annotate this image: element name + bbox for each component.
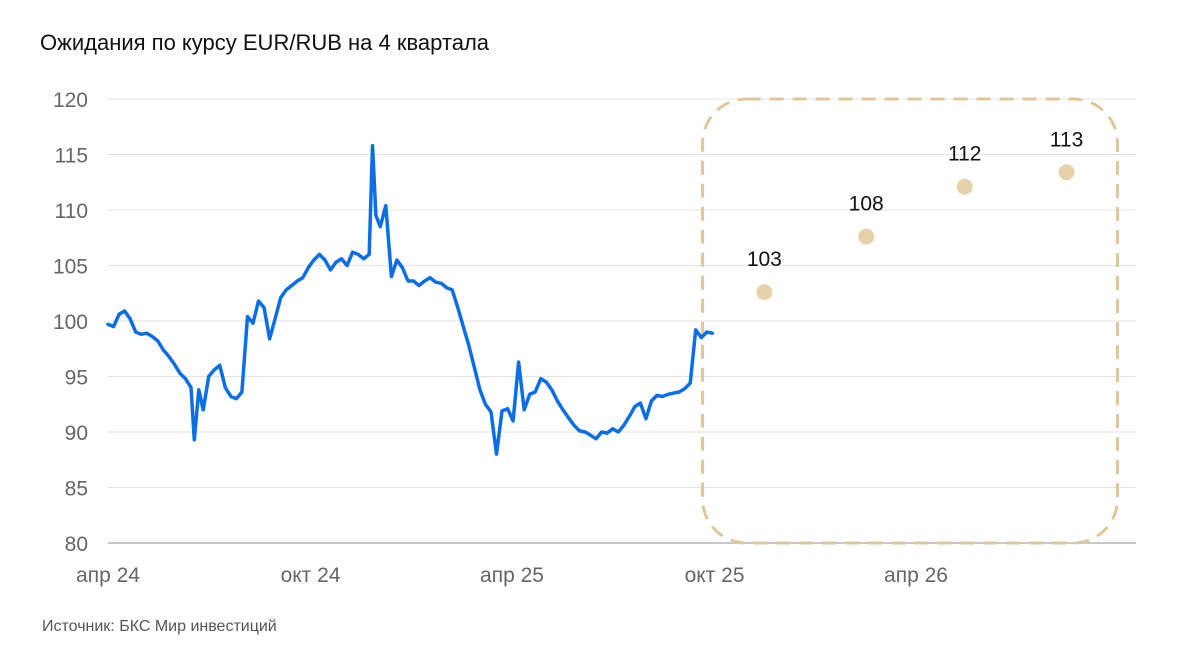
grid-lines [108, 98, 1136, 544]
forecast-data-label: 108 [849, 193, 884, 216]
forecast-data-label: 112 [948, 143, 981, 166]
forecast-data-label: 113 [1050, 128, 1083, 151]
y-tick-label: 115 [55, 145, 88, 168]
y-tick-label: 80 [65, 533, 88, 556]
y-tick-label: 90 [65, 422, 88, 445]
forecast-box [701, 97, 1119, 545]
history-line [106, 143, 715, 456]
x-tick-label: апр 26 [884, 564, 948, 587]
x-tick-label: окт 24 [281, 564, 341, 587]
x-tick-label: окт 25 [685, 564, 745, 587]
y-tick-label: 95 [65, 367, 88, 390]
chart-title: Ожидания по курсу EUR/RUB на 4 квартала [40, 30, 490, 55]
source-note: Источник: БКС Мир инвестиций [42, 618, 277, 635]
y-axis-ticks: 80 85 90 95 100 105 110 115 120 [53, 89, 88, 556]
y-tick-label: 120 [53, 89, 88, 112]
forecast-data-label: 103 [747, 248, 782, 271]
forecast-point [858, 228, 875, 245]
y-tick-label: 110 [55, 200, 88, 223]
y-tick-label: 85 [65, 478, 88, 501]
x-axis-ticks: апр 24 окт 24 апр 25 окт 25 апр 26 [76, 564, 948, 587]
forecast-point [756, 284, 773, 301]
forecast-dashed-box [701, 97, 1119, 545]
forecast-point [1058, 164, 1075, 181]
history-line-layer [106, 143, 715, 456]
forecast-point [956, 178, 973, 195]
x-tick-label: апр 25 [480, 564, 544, 587]
forecast-points: 103 108 112 113 [747, 128, 1083, 301]
x-tick-label: апр 24 [76, 564, 140, 587]
y-tick-label: 100 [53, 311, 88, 334]
y-tick-label: 105 [53, 256, 88, 279]
